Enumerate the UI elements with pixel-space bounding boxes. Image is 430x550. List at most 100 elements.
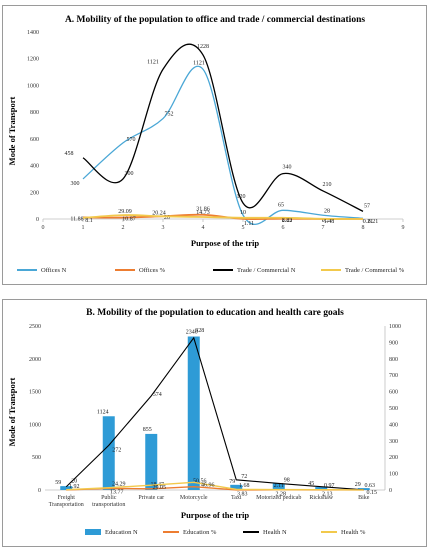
y-tick-label: 1000 [29, 422, 41, 428]
chart-a-x-axis-label: Purpose of the trip [191, 238, 260, 248]
data-label: 1121 [193, 60, 205, 66]
x-tick-label: 0 [42, 225, 45, 231]
legend-label: Trade / Commercial % [345, 267, 405, 274]
x-tick-label: transportation [92, 502, 125, 508]
y-tick-label: 600 [30, 137, 39, 143]
y2-tick-label: 100 [389, 472, 398, 478]
bar [145, 433, 158, 490]
data-label: 2340 [186, 329, 198, 335]
data-label: 14.73 [196, 210, 210, 216]
y2-tick-label: 800 [389, 357, 398, 363]
data-label: 340 [283, 165, 292, 171]
data-label: 1.11 [244, 221, 254, 227]
x-tick-label: 8 [362, 225, 365, 231]
y2-tick-label: 300 [389, 439, 398, 445]
data-label: 0.97 [324, 483, 335, 489]
x-tick-label: Motorcycle [180, 495, 208, 501]
x-tick-label: 5 [242, 225, 245, 231]
data-label: 458 [65, 151, 74, 157]
legend-label: Health % [341, 529, 366, 536]
x-tick-label: 1 [82, 225, 85, 231]
legend-label: Offices N [41, 267, 67, 274]
y-tick-label: 1500 [29, 390, 41, 396]
data-label: 1.92 [69, 484, 80, 490]
x-tick-label: Taxi [231, 495, 242, 501]
data-label: 272 [112, 447, 121, 453]
y2-tick-label: 700 [389, 373, 398, 379]
data-label: 1.68 [239, 483, 250, 489]
legend-label: Education N [105, 529, 138, 536]
y-tick-label: 200 [30, 190, 39, 196]
legend-label: Education % [183, 529, 217, 536]
data-label: 98 [284, 478, 290, 484]
data-label: 1.48 [324, 219, 335, 225]
x-tick-label: Motorized pedicab [256, 495, 301, 501]
y-tick-label: 400 [30, 164, 39, 170]
data-label: 0.27 [322, 218, 333, 224]
data-label: 29 [355, 482, 361, 488]
data-label: 0.63 [365, 483, 376, 489]
chart-a-title: A. Mobility of the population to office … [65, 15, 365, 25]
chart-b-legend: Education N Education % Health N Health % [85, 529, 366, 536]
data-label: 0.15 [367, 490, 378, 496]
chart-b-svg: B. Mobility of the population to educati… [7, 308, 401, 536]
data-label: 1124 [97, 409, 109, 415]
x-tick-label: 3 [162, 225, 165, 231]
bar [60, 486, 73, 490]
data-label: 20 [71, 479, 77, 485]
data-label: 24.29 [112, 481, 126, 487]
x-tick-label: Private car [138, 495, 164, 501]
data-label: 0.21 [363, 219, 374, 225]
data-label: 8.1 [85, 218, 93, 224]
series-line [66, 481, 364, 491]
chart-b-x-axis-label: Purpose of the trip [181, 510, 250, 520]
data-label: 2.28 [276, 492, 287, 498]
y-tick-label: 2500 [29, 324, 41, 330]
x-tick-label: 9 [402, 225, 405, 231]
data-label: 31.86 [196, 207, 210, 213]
chart-a-plot: 0 200 400 600 800 1000 1200 1400 0 1 2 3 4 5 6 7 8 9 300 57… [27, 30, 405, 231]
y2-tick-label: 0 [389, 488, 392, 494]
series-line [82, 65, 364, 225]
x-tick-label: Bike [358, 495, 370, 501]
data-label: 29.09 [118, 209, 132, 215]
data-label: 8.21 [368, 219, 379, 225]
series-line [65, 336, 364, 491]
data-label: 570 [127, 137, 136, 143]
chart-a-y-axis-label: Mode of Transport [7, 97, 17, 166]
chart-b-y-axis-label: Mode of Transport [7, 378, 17, 447]
data-label: 120 [237, 194, 246, 200]
data-label: 29.05 [153, 485, 167, 491]
chart-panel-a: A. Mobility of the population to office … [2, 5, 427, 285]
y-tick-label: 500 [32, 455, 41, 461]
data-label: 855 [143, 427, 152, 433]
y-tick-label: 0 [38, 488, 41, 494]
data-label: 46.96 [201, 482, 215, 488]
legend-label: Health N [263, 529, 287, 536]
data-label: 20 [164, 215, 170, 221]
legend-swatch [85, 529, 101, 535]
data-label: 45 [308, 481, 314, 487]
x-tick-label: Public [101, 495, 117, 501]
data-label: 300 [71, 181, 80, 187]
chart-b-plot: 0 500 1000 1500 2000 2500 0 100 200 300 400 500 600 7… [29, 324, 401, 508]
data-label: 574 [153, 392, 162, 398]
bar [357, 488, 370, 490]
y2-tick-label: 900 [389, 340, 398, 346]
x-tick-label: Rickshaw [309, 495, 333, 501]
y-tick-label: 800 [30, 110, 39, 116]
data-label: 2.11 [274, 483, 284, 489]
data-label: 1121 [147, 59, 159, 65]
data-label: 57 [364, 203, 370, 209]
x-tick-label: 2 [122, 225, 125, 231]
y2-tick-label: 600 [389, 390, 398, 396]
data-label: 10 [240, 210, 246, 216]
y-tick-label: 1400 [27, 30, 39, 36]
data-label: 300 [125, 171, 134, 177]
x-tick-label: 6 [282, 225, 285, 231]
series-line [82, 43, 364, 212]
data-label: 20.24 [152, 210, 166, 216]
y2-tick-label: 400 [389, 422, 398, 428]
data-label: 28 [324, 208, 330, 214]
series-line [82, 214, 364, 220]
